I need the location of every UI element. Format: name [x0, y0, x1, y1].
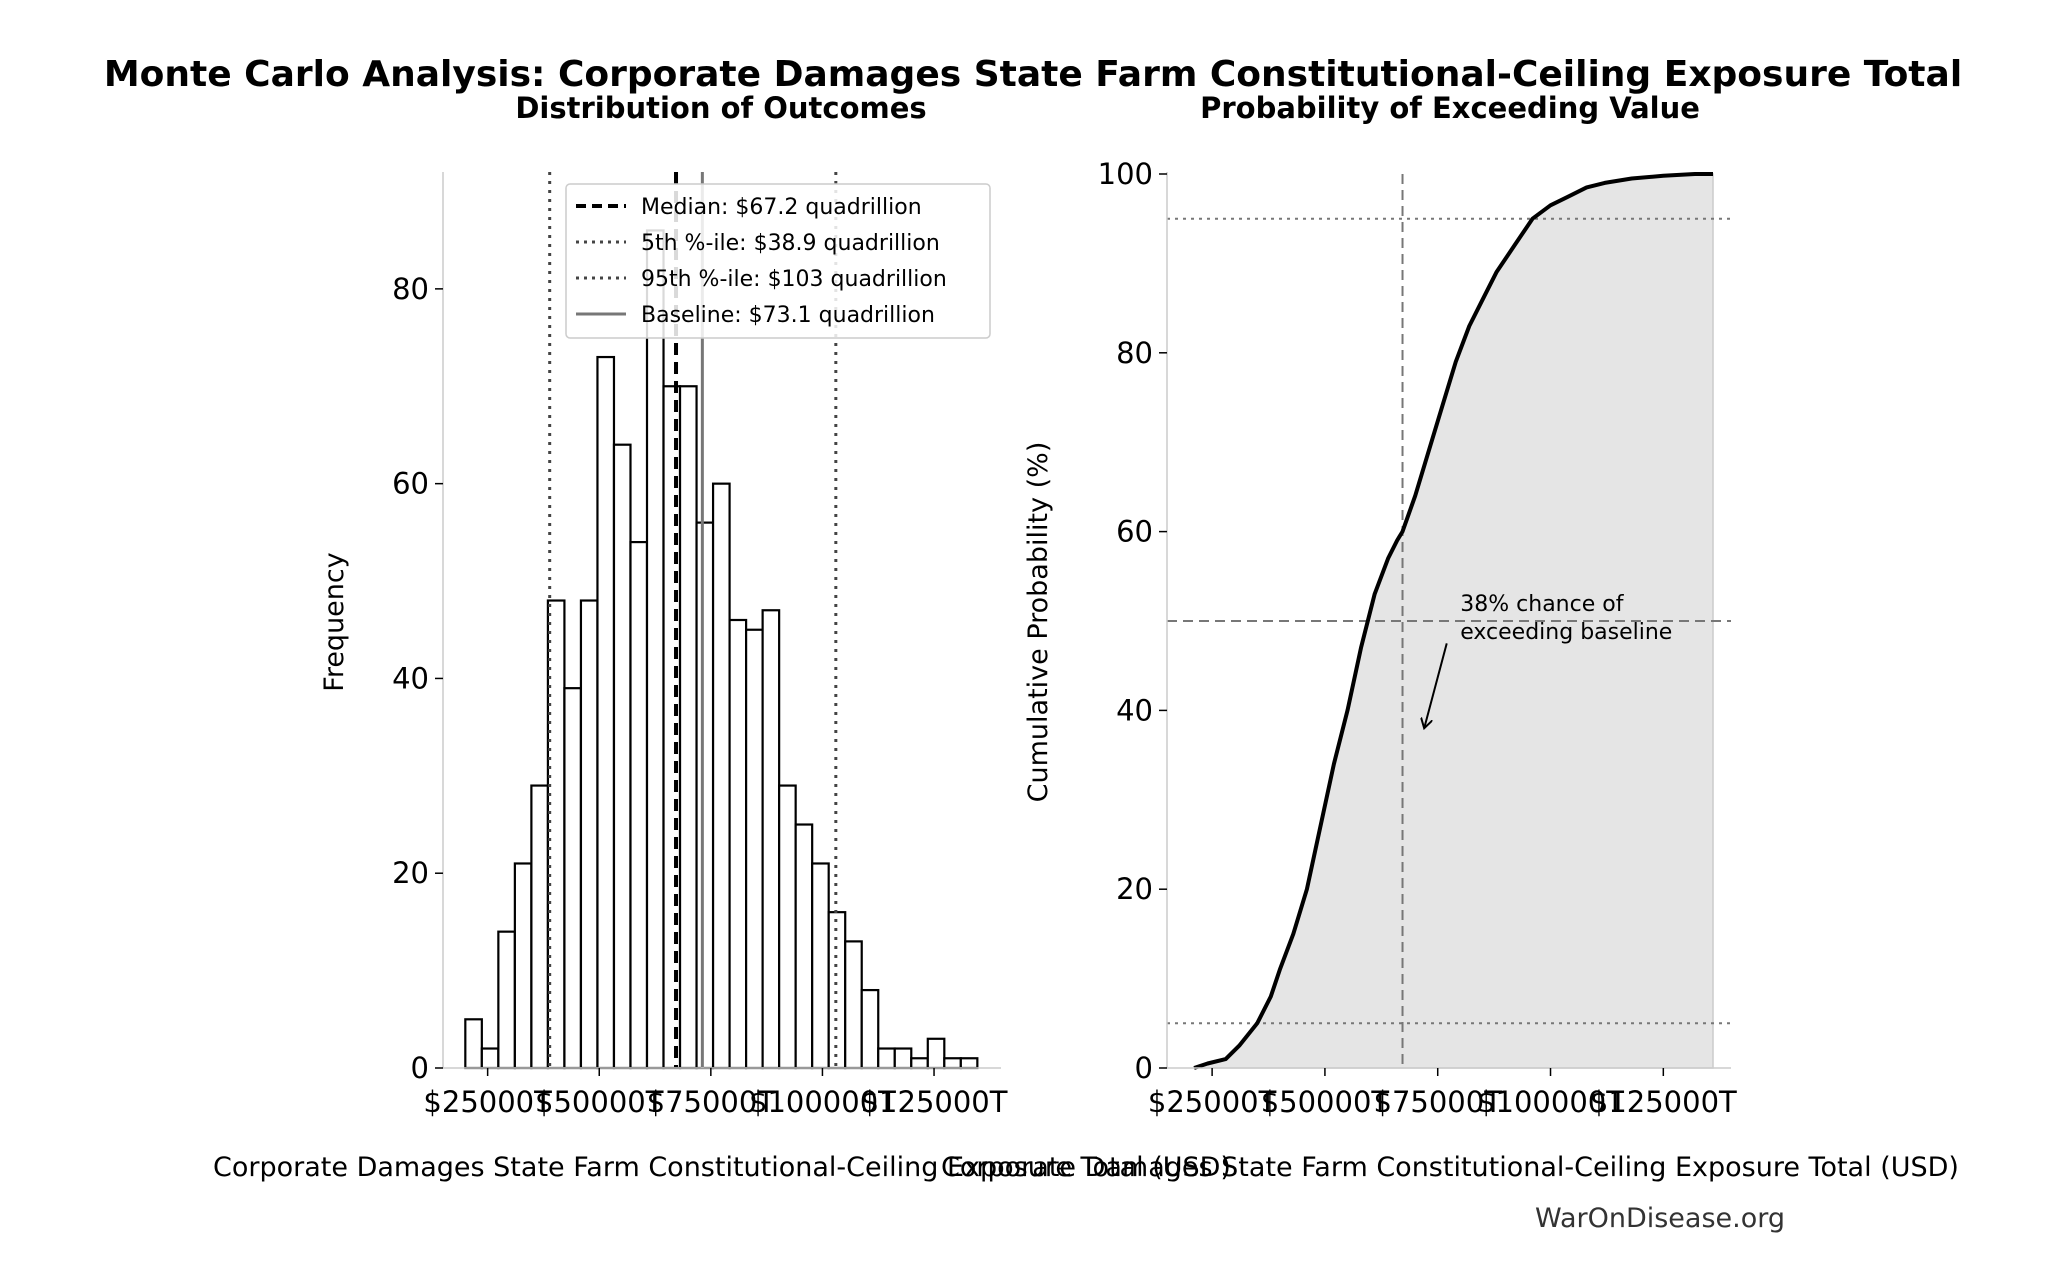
annotation-text: exceeding baseline — [1460, 620, 1672, 645]
histogram-bar — [860, 988, 880, 1070]
legend-items: Median: $67.2 quadrillion 5th %-ile: $38.… — [576, 195, 947, 328]
histogram-bar — [844, 940, 863, 1070]
histogram-bar — [926, 1037, 946, 1070]
y-tick-label: 0 — [411, 1051, 429, 1085]
cdf-x-ticks: $25000T$50000T$75000T$100000T$125000T — [1148, 1068, 1737, 1119]
figure-title: Monte Carlo Analysis: Corporate Damages … — [104, 54, 1962, 95]
y-tick-label: 40 — [392, 661, 429, 695]
x-tick-label: $75000T — [647, 1085, 776, 1119]
legend-label: Baseline: $73.1 quadrillion — [641, 303, 935, 328]
histogram-bar — [645, 229, 665, 1070]
annotation-arrow — [1424, 643, 1448, 728]
x-tick-label: $125000T — [1590, 1085, 1737, 1119]
cdf-title: Probability of Exceeding Value — [1200, 91, 1700, 125]
histogram-bar — [943, 1057, 962, 1070]
histogram-bar — [910, 1057, 929, 1070]
y-tick-label: 20 — [1116, 872, 1153, 906]
y-tick-label: 60 — [392, 467, 429, 501]
cdf-x-axis-label: Corporate Damages State Farm Constitutio… — [941, 1152, 1959, 1183]
histogram-bar — [811, 862, 830, 1070]
histogram-bar — [596, 355, 616, 1070]
y-tick-label: 20 — [392, 856, 429, 890]
y-tick-label: 80 — [392, 272, 429, 306]
histogram-bar — [778, 784, 797, 1070]
histogram-x-ticks: $25000T$50000T$75000T$100000T$125000T — [423, 1068, 1008, 1119]
annotation-text: 38% chance of — [1460, 592, 1624, 617]
histogram-bar — [711, 482, 731, 1070]
x-tick-label: $75000T — [1374, 1085, 1503, 1119]
histogram-bar — [728, 618, 748, 1070]
histogram-bar — [678, 385, 698, 1070]
histogram-bar — [877, 1047, 896, 1070]
histogram-bar — [546, 599, 566, 1070]
histogram-panel: Distribution of Outcomes $25000T$50000T$… — [213, 91, 1231, 1183]
histogram-y-axis-label: Frequency — [319, 552, 350, 692]
cdf-y-ticks: 0 20 40 60 80 100 — [1098, 157, 1167, 1085]
cdf-curve — [1193, 172, 1713, 1070]
histogram-bar — [893, 1047, 913, 1070]
cdf-annotation: 38% chance of exceeding baseline — [1424, 592, 1672, 728]
histogram-title: Distribution of Outcomes — [515, 91, 926, 125]
y-tick-label: 60 — [1116, 515, 1153, 549]
histogram-x-axis-label: Corporate Damages State Farm Constitutio… — [213, 1152, 1231, 1183]
histogram-bar — [480, 1047, 500, 1070]
histogram-bar — [579, 599, 599, 1070]
x-tick-label: $100000T — [749, 1085, 896, 1119]
legend-label: 95th %-ile: $103 quadrillion — [641, 267, 947, 292]
histogram-y-ticks: 0 20 40 60 80 — [392, 272, 443, 1085]
histogram-bar — [563, 687, 583, 1070]
x-tick-label: $50000T — [535, 1085, 664, 1119]
y-tick-label: 40 — [1116, 693, 1153, 727]
histogram-bar — [761, 609, 781, 1070]
histogram-bar — [464, 1018, 483, 1070]
x-tick-label: $100000T — [1477, 1085, 1624, 1119]
x-tick-label: $50000T — [1261, 1085, 1390, 1119]
histogram-bars — [464, 229, 979, 1070]
x-tick-label: $25000T — [423, 1085, 552, 1119]
cdf-y-axis-label: Cumulative Probability (%) — [1023, 442, 1054, 803]
y-tick-label: 0 — [1135, 1051, 1153, 1085]
histogram-bar — [794, 823, 814, 1070]
y-tick-label: 80 — [1116, 336, 1153, 370]
cdf-reference-lines — [1167, 174, 1731, 1068]
legend-label: 5th %-ile: $38.9 quadrillion — [641, 231, 940, 256]
legend-box — [565, 183, 991, 339]
cdf-panel: Probability of Exceeding Value $25000T$5… — [941, 91, 1959, 1183]
histogram-legend: Median: $67.2 quadrillion 5th %-ile: $38.… — [565, 183, 991, 339]
x-tick-label: $25000T — [1148, 1085, 1277, 1119]
y-tick-label: 100 — [1098, 157, 1153, 191]
histogram-bar — [612, 443, 632, 1070]
legend-label: Median: $67.2 quadrillion — [641, 195, 922, 220]
histogram-bar — [629, 540, 649, 1070]
histogram-bar — [530, 784, 550, 1070]
histogram-bar — [513, 862, 533, 1070]
histogram-bar — [695, 521, 715, 1070]
histogram-bar — [827, 911, 847, 1070]
x-tick-label: $125000T — [861, 1085, 1008, 1119]
histogram-bar — [959, 1057, 979, 1070]
histogram-bar — [497, 930, 516, 1070]
watermark: WarOnDisease.org — [1535, 1203, 1785, 1234]
histogram-bar — [745, 628, 764, 1070]
